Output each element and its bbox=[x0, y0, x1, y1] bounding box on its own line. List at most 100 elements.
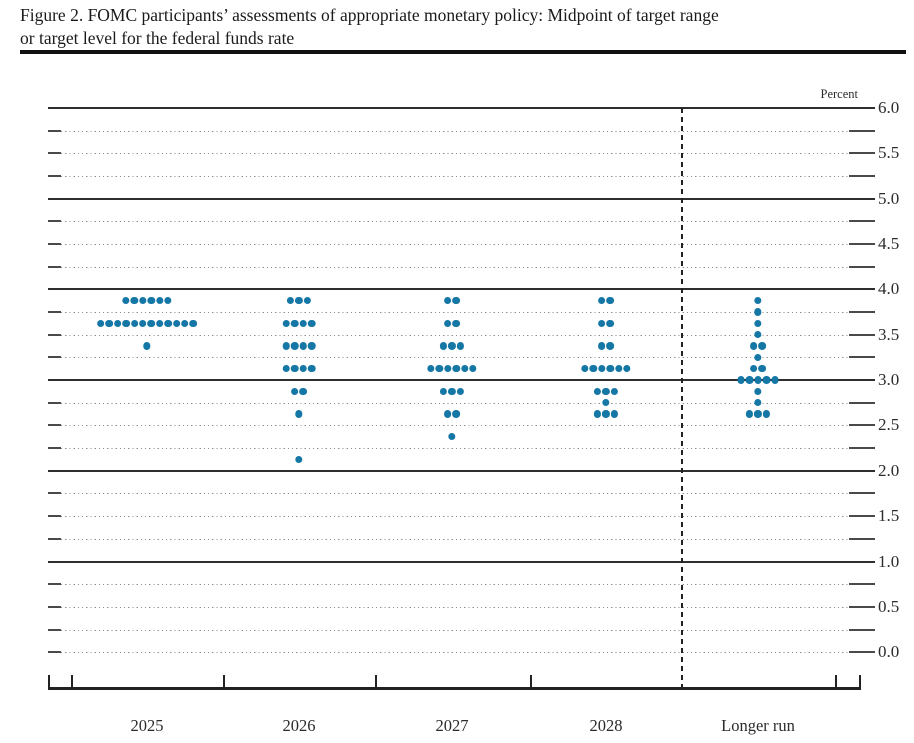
participant-dot bbox=[452, 410, 460, 418]
participant-dot bbox=[448, 433, 456, 441]
y-tick-left-2.25 bbox=[48, 447, 61, 450]
y-tick-left-0.00 bbox=[48, 651, 61, 654]
participant-dot bbox=[771, 376, 779, 384]
gridline-dotted-3.75 bbox=[61, 312, 849, 314]
figure-title-line2: or target level for the federal funds ra… bbox=[20, 27, 295, 48]
participant-dot bbox=[754, 353, 762, 362]
participant-dot bbox=[452, 365, 460, 373]
participant-dot bbox=[291, 319, 299, 328]
participant-dot bbox=[282, 319, 291, 328]
participant-dot bbox=[754, 308, 762, 316]
y-axis-label-2.5: 2.5 bbox=[878, 415, 900, 435]
gridline-dotted-4.75 bbox=[61, 221, 849, 223]
participant-dot bbox=[745, 376, 754, 384]
participant-dot bbox=[282, 365, 291, 373]
gridline-dotted-1.25 bbox=[61, 538, 849, 540]
participant-dot bbox=[469, 365, 477, 373]
gridline-solid-4.00 bbox=[48, 288, 875, 291]
dot-row-longer-run-3.5 bbox=[754, 331, 762, 339]
participant-dot bbox=[758, 365, 766, 373]
participant-dot bbox=[758, 342, 766, 350]
participant-dot bbox=[581, 365, 589, 373]
gridline-solid-6.00 bbox=[48, 107, 875, 109]
y-axis-label-5.5: 5.5 bbox=[878, 143, 900, 163]
y-axis-label-0.0: 0.0 bbox=[878, 642, 900, 662]
participant-dot bbox=[444, 410, 452, 418]
participant-dot bbox=[606, 297, 614, 305]
y-tick-left-1.75 bbox=[48, 492, 61, 495]
participant-dot bbox=[122, 297, 130, 305]
y-axis-label-4.0: 4.0 bbox=[878, 279, 900, 299]
x-label-2028: 2028 bbox=[589, 716, 623, 735]
participant-dot bbox=[295, 297, 303, 305]
dot-row-2025-3.375 bbox=[143, 342, 151, 350]
y-tick-right-4.25 bbox=[849, 265, 875, 268]
participant-dot bbox=[452, 297, 460, 305]
participant-dot bbox=[606, 342, 614, 350]
y-tick-right-3.50 bbox=[849, 333, 875, 336]
participant-dot bbox=[427, 365, 435, 373]
y-tick-right-1.50 bbox=[849, 515, 875, 518]
participant-dot bbox=[113, 319, 122, 328]
dot-row-2027-3.125 bbox=[427, 365, 477, 373]
gridline-solid-1.00 bbox=[48, 560, 875, 563]
participant-dot bbox=[291, 365, 299, 373]
participant-dot bbox=[439, 387, 448, 396]
dot-row-2026-3.625 bbox=[282, 319, 316, 328]
dot-row-2028-2.75 bbox=[602, 399, 610, 407]
participant-dot bbox=[606, 365, 614, 373]
dot-row-2026-3.125 bbox=[282, 365, 316, 373]
participant-dot bbox=[602, 410, 610, 418]
participant-dot bbox=[623, 365, 631, 373]
participant-dot bbox=[295, 455, 303, 464]
participant-dot bbox=[444, 365, 452, 373]
participant-dot bbox=[139, 319, 147, 328]
y-axis-label-1.0: 1.0 bbox=[878, 551, 900, 571]
y-tick-right-0.50 bbox=[849, 605, 875, 608]
participant-dot bbox=[143, 342, 151, 350]
y-tick-left-0.75 bbox=[48, 583, 61, 586]
dot-row-2027-2.875 bbox=[439, 387, 465, 396]
x-label-2026: 2026 bbox=[282, 716, 316, 735]
figure-title-line1: Figure 2. FOMC participants’ assessments… bbox=[20, 5, 719, 25]
y-tick-right-2.50 bbox=[849, 424, 875, 427]
y-tick-left-4.75 bbox=[48, 220, 61, 223]
participant-dot bbox=[299, 342, 307, 350]
y-tick-right-5.25 bbox=[849, 175, 875, 178]
participant-dot bbox=[147, 297, 155, 305]
gridline-solid-2.00 bbox=[48, 469, 875, 472]
y-tick-right-5.50 bbox=[849, 152, 875, 155]
participant-dot bbox=[610, 387, 619, 396]
dot-row-longer-run-2.875 bbox=[754, 387, 762, 396]
participant-dot bbox=[754, 319, 762, 328]
y-tick-left-3.50 bbox=[48, 333, 61, 336]
participant-dot bbox=[139, 297, 147, 305]
participant-dot bbox=[164, 319, 172, 328]
participant-dot bbox=[448, 387, 456, 396]
dot-row-2028-3.875 bbox=[598, 297, 614, 305]
participant-dot bbox=[593, 387, 602, 396]
y-axis-label-1.5: 1.5 bbox=[878, 506, 900, 526]
x-label-longer-run: Longer run bbox=[721, 716, 795, 735]
participant-dot bbox=[610, 410, 619, 418]
participant-dot bbox=[452, 319, 460, 328]
x-axis-tick-1 bbox=[71, 675, 73, 687]
y-tick-right-3.75 bbox=[849, 311, 875, 314]
y-tick-right-1.75 bbox=[849, 492, 875, 495]
participant-dot bbox=[460, 365, 469, 373]
participant-dot bbox=[291, 342, 299, 350]
dot-row-longer-run-3.875 bbox=[754, 297, 762, 305]
participant-dot bbox=[299, 365, 307, 373]
gridline-dotted-4.50 bbox=[61, 244, 849, 246]
participant-dot bbox=[155, 319, 164, 328]
participant-dot bbox=[282, 342, 291, 350]
participant-dot bbox=[745, 410, 754, 418]
y-tick-left-4.50 bbox=[48, 243, 61, 246]
dot-row-2027-3.875 bbox=[444, 297, 460, 305]
x-label-2025: 2025 bbox=[130, 716, 164, 735]
participant-dot bbox=[435, 365, 444, 373]
dot-row-longer-run-3.625 bbox=[754, 319, 762, 328]
participant-dot bbox=[122, 319, 130, 328]
